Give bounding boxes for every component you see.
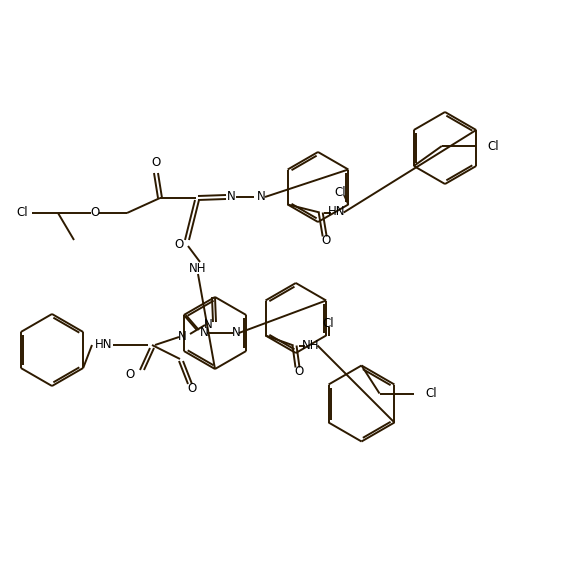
Text: N: N	[177, 331, 186, 344]
Text: Cl: Cl	[323, 317, 334, 330]
Text: N: N	[204, 319, 212, 332]
Text: N: N	[231, 327, 240, 340]
Text: O: O	[151, 157, 160, 169]
Text: NH: NH	[302, 339, 319, 352]
Text: Cl: Cl	[16, 206, 28, 219]
Text: Cl: Cl	[426, 387, 437, 400]
Text: O: O	[91, 206, 100, 219]
Text: HN: HN	[95, 339, 113, 352]
Text: HN: HN	[328, 205, 346, 218]
Text: O: O	[126, 368, 135, 381]
Text: O: O	[187, 382, 196, 396]
Text: Cl: Cl	[334, 186, 346, 199]
Text: NH: NH	[189, 262, 207, 275]
Text: N: N	[199, 327, 208, 340]
Text: N: N	[227, 190, 235, 203]
Text: N: N	[257, 190, 265, 203]
Text: O: O	[321, 234, 330, 247]
Text: O: O	[294, 365, 303, 378]
Text: O: O	[175, 238, 184, 250]
Text: Cl: Cl	[488, 140, 499, 153]
